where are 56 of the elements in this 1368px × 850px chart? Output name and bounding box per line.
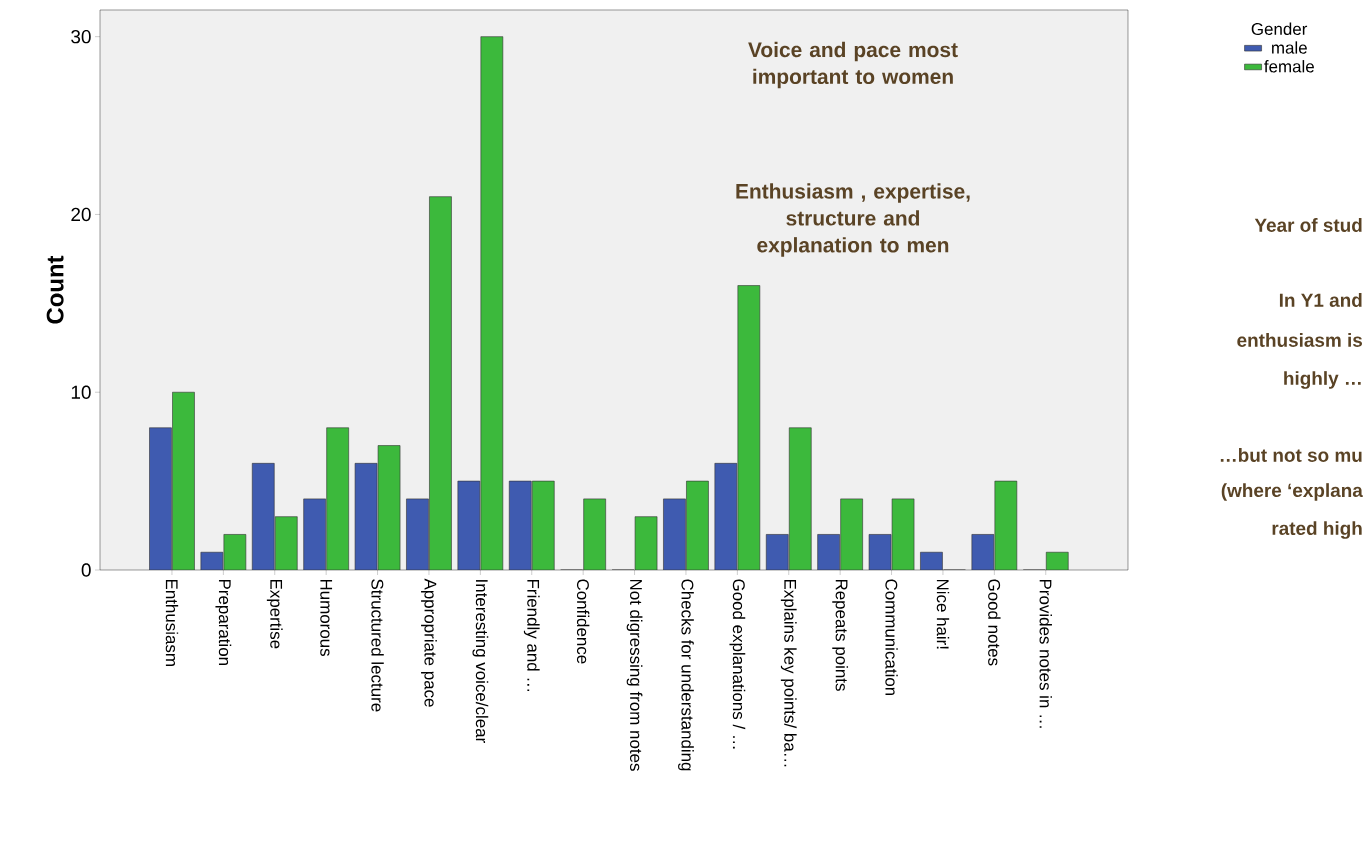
y-tick-label: 0: [81, 563, 91, 577]
bar: [840, 498, 863, 570]
x-tick-label: Not digressing from notes: [626, 579, 643, 771]
text: (where ‘explana: [1221, 483, 1363, 501]
annotation: Voice and pace most important to women: [748, 41, 958, 89]
x-tick-label: Explains key points/ ba…: [780, 579, 797, 767]
bar: [149, 427, 172, 570]
text: rated high: [1272, 521, 1362, 539]
y-axis-title: Count: [46, 255, 64, 324]
bar: [406, 498, 429, 570]
legend-title: Gender: [1251, 22, 1308, 36]
bar: [583, 498, 606, 570]
x-tick-label: Checks for understanding: [678, 579, 694, 771]
text: In Y1 and: [1279, 293, 1362, 307]
text: Year of stud: [1254, 218, 1362, 232]
x-tick-label: Good notes: [988, 579, 1001, 666]
x-tick-label: Nice hair!: [936, 579, 950, 649]
text: highly …: [1284, 371, 1361, 389]
y-tick-label: 10: [71, 385, 91, 399]
bar: [532, 481, 555, 570]
bar: [737, 285, 760, 570]
x-tick-label: Structured lecture: [371, 579, 384, 712]
text: …but not so mu: [1220, 448, 1362, 462]
x-tick-label: Preparation: [215, 579, 232, 665]
bar: [172, 392, 195, 570]
bar: [303, 498, 326, 570]
x-tick-label: Good explanations / …: [729, 579, 746, 749]
x-tick-label: Provides notes in …: [1039, 579, 1052, 728]
x-tick-label: Repeats points: [832, 579, 849, 691]
x-tick-label: Communication: [885, 579, 898, 696]
x-tick-label: Humorous: [320, 579, 333, 657]
bar: [480, 36, 503, 570]
bar: [252, 463, 275, 570]
bar: [275, 516, 298, 570]
bar: [789, 427, 812, 570]
bar: [971, 534, 994, 570]
legend-label: male: [1272, 41, 1307, 54]
bar: [686, 481, 709, 570]
x-tick-label: Confidence: [576, 579, 590, 664]
bar: [429, 196, 452, 570]
x-tick-label: Expertise: [266, 579, 283, 649]
bar: [663, 498, 686, 570]
bar: [766, 534, 789, 570]
x-tick-label: Appropriate pace: [421, 578, 437, 707]
y-tick-label: 20: [71, 207, 91, 222]
x-tick-label: Friendly and …: [523, 579, 540, 692]
legend-label: female: [1264, 60, 1314, 73]
bar: [378, 445, 401, 570]
annotation: Enthusiasm , expertise, structure and explanation to men: [736, 183, 970, 257]
text: enthusiasm is: [1237, 333, 1363, 347]
bar: [817, 534, 840, 570]
x-tick-label: Enthusiasm: [165, 579, 179, 666]
y-tick-label: 30: [71, 29, 91, 44]
x-tick-label: Interesting voice/clear: [472, 580, 489, 743]
bar: [326, 427, 349, 570]
bar: [509, 481, 532, 570]
